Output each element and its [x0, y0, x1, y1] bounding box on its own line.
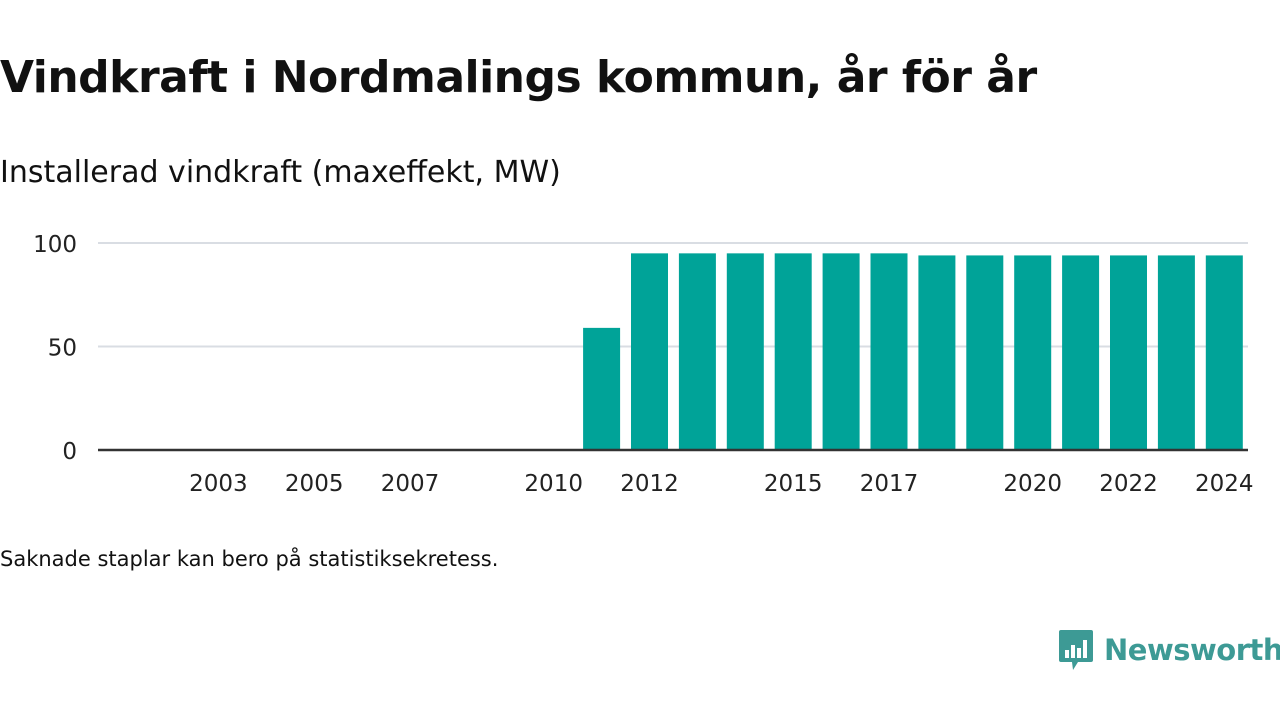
- bar-2015: [774, 253, 812, 450]
- y-tick-label: 100: [33, 232, 77, 258]
- x-tick-label: 2010: [524, 471, 583, 497]
- bar-2012: [631, 253, 668, 450]
- x-tick-label: 2022: [1099, 471, 1158, 497]
- x-tick-label: 2015: [764, 471, 823, 497]
- newsworthy-logo-text: Newsworthy: [1104, 633, 1280, 667]
- bar-2023: [1157, 255, 1195, 450]
- x-tick-label: 2003: [189, 471, 248, 497]
- x-tick-label: 2017: [860, 471, 919, 497]
- x-tick-label: 2007: [381, 471, 440, 497]
- x-tick-label: 2012: [620, 471, 679, 497]
- bar-2024: [1205, 255, 1243, 450]
- chart-title: Vindkraft i Nordmalings kommun, år för å…: [0, 52, 1037, 103]
- x-tick-label: 2020: [1003, 471, 1062, 497]
- y-tick-label: 50: [48, 336, 77, 362]
- bar-2018: [918, 255, 956, 450]
- y-tick-label: 0: [62, 439, 77, 465]
- x-tick-label: 2005: [285, 471, 344, 497]
- bar-2016: [822, 253, 860, 450]
- bar-2017: [870, 253, 908, 450]
- bar-2019: [966, 255, 1004, 450]
- newsworthy-logo-icon: [1059, 630, 1093, 670]
- bar-2014: [726, 253, 764, 450]
- chart-subtitle: Installerad vindkraft (maxeffekt, MW): [0, 155, 561, 190]
- footnote: Saknade staplar kan bero på statistiksek…: [0, 547, 499, 571]
- newsworthy-logo: Newsworthy: [1058, 628, 1280, 672]
- bar-2013: [678, 253, 716, 450]
- bar-2021: [1062, 255, 1100, 450]
- x-tick-label: 2024: [1195, 471, 1254, 497]
- bar-2022: [1110, 255, 1147, 450]
- bar-2011: [583, 327, 621, 450]
- bar-chart: 0 50 100 2003 2005 2007 2010 2012 2015 2017 2020 20…: [33, 232, 1254, 497]
- bar-2020: [1014, 255, 1052, 450]
